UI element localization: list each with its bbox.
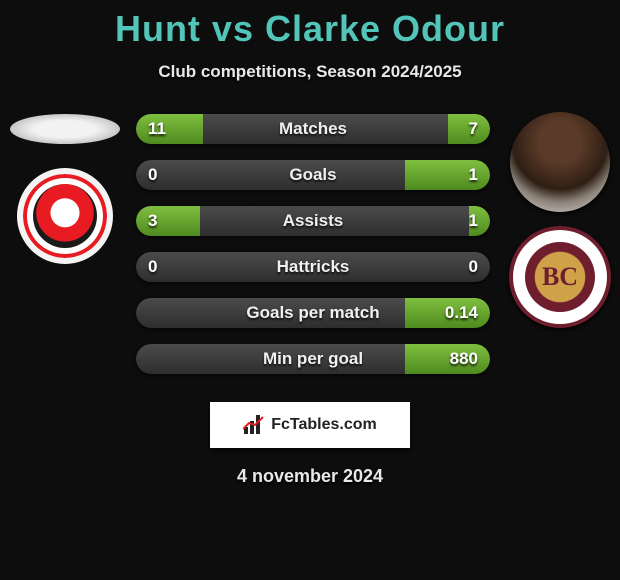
stat-label: Goals per match bbox=[136, 298, 490, 328]
stat-value-left: 0 bbox=[148, 160, 157, 190]
watermark-text: FcTables.com bbox=[271, 416, 377, 434]
stat-value-right: 1 bbox=[469, 160, 478, 190]
stat-label: Hattricks bbox=[136, 252, 490, 282]
stat-label: Assists bbox=[136, 206, 490, 236]
player-left-avatar-placeholder bbox=[10, 114, 120, 144]
stat-bars-container: Matches117Goals01Assists31Hattricks00Goa… bbox=[136, 114, 490, 390]
stat-label: Goals bbox=[136, 160, 490, 190]
watermark-chart-icon bbox=[243, 415, 265, 435]
player-right-avatar bbox=[510, 112, 610, 212]
club-logo-left-graphic bbox=[33, 184, 97, 248]
date-label: 4 november 2024 bbox=[0, 466, 620, 487]
stat-row: Goals per match0.14 bbox=[136, 298, 490, 328]
club-logo-right-graphic: BC bbox=[525, 242, 595, 312]
stat-value-right: 1 bbox=[469, 206, 478, 236]
player-left-column bbox=[0, 110, 130, 390]
page-title: Hunt vs Clarke Odour bbox=[0, 0, 620, 50]
watermark-badge: FcTables.com bbox=[210, 402, 410, 448]
stat-value-right: 0 bbox=[469, 252, 478, 282]
stat-value-left: 0 bbox=[148, 252, 157, 282]
stat-row: Hattricks0 0 bbox=[136, 252, 490, 282]
subtitle: Club competitions, Season 2024/2025 bbox=[0, 62, 620, 82]
stat-value-right: 880 bbox=[450, 344, 478, 374]
stat-label: Min per goal bbox=[136, 344, 490, 374]
stat-value-left: 3 bbox=[148, 206, 157, 236]
stat-row: Assists3 1 bbox=[136, 206, 490, 236]
player-right-column: BC bbox=[500, 110, 620, 390]
comparison-area: BC Matches117Goals01Assists31Hattricks00… bbox=[0, 110, 620, 390]
player-left-club-logo bbox=[17, 168, 113, 264]
stat-row: Matches11 7 bbox=[136, 114, 490, 144]
stat-value-right: 7 bbox=[469, 114, 478, 144]
player-right-club-logo: BC bbox=[509, 226, 611, 328]
stat-value-right: 0.14 bbox=[445, 298, 478, 328]
stat-value-left: 11 bbox=[148, 114, 166, 144]
stat-label: Matches bbox=[136, 114, 490, 144]
stat-row: Goals0 1 bbox=[136, 160, 490, 190]
stat-row: Min per goal880 bbox=[136, 344, 490, 374]
